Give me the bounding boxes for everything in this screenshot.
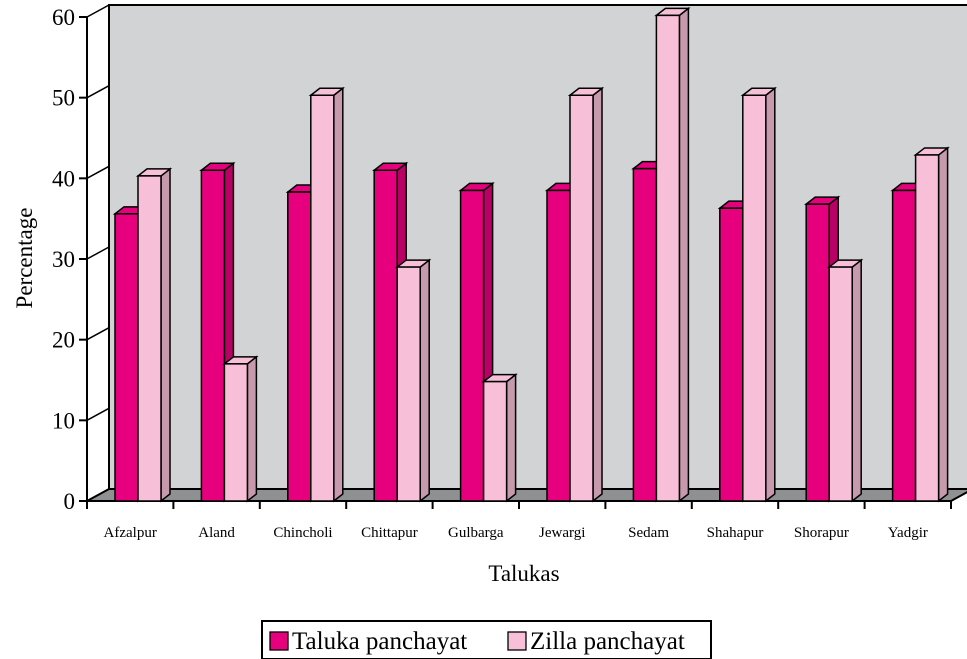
bar-side [678, 6, 690, 503]
legend-swatch-taluka [269, 631, 289, 651]
y-tick-depth [86, 165, 110, 179]
bar [135, 167, 173, 503]
bar [222, 355, 259, 503]
y-axis-ticks: 0 10 20 30 40 50 60 [52, 4, 110, 514]
bar-side [505, 373, 517, 503]
y-tick-depth [86, 488, 110, 502]
legend: Taluka panchayat Zilla panchayat [261, 620, 712, 659]
bar [827, 258, 864, 503]
x-tick-label: Chittapur [361, 525, 418, 541]
bar-front [719, 207, 744, 502]
bar-front [373, 169, 398, 502]
bar-side [937, 146, 949, 503]
bar-side [246, 355, 258, 503]
bar-side [333, 86, 344, 503]
y-tick-label: 30 [52, 247, 75, 272]
x-tick-label: Shahapur [707, 525, 764, 541]
y-tick-depth [86, 327, 110, 341]
y-tick-label: 0 [64, 489, 76, 514]
bar-side [160, 167, 171, 503]
bar [913, 146, 950, 503]
bar-front [828, 266, 853, 502]
y-tick-label: 60 [52, 5, 75, 30]
legend-swatch-zilla [507, 631, 527, 651]
bar-front [742, 94, 767, 502]
legend-label-taluka: Taluka panchayat [292, 628, 467, 655]
bar-side [592, 86, 603, 503]
y-tick-depth [86, 407, 110, 421]
x-tick-label: Afzalpur [104, 525, 157, 541]
bar [308, 86, 345, 503]
y-axis-title: Percentage [12, 208, 37, 309]
bar-front [914, 154, 940, 502]
bar-front [137, 175, 162, 502]
x-axis-ticks: Afzalpur Aland Chincholi Chittapur Gulbarga J… [86, 501, 952, 541]
bar [740, 86, 777, 503]
bar-front [396, 266, 421, 502]
bar-front [114, 213, 139, 502]
bar [395, 258, 432, 503]
x-tick-label: Shorapur [794, 525, 849, 541]
bar-side [765, 86, 776, 503]
bars-group [112, 6, 950, 503]
y-tick-depth [86, 85, 110, 99]
bar-front [287, 191, 312, 502]
y-tick-label: 20 [52, 328, 75, 353]
bar-front [655, 14, 681, 502]
bar [567, 86, 605, 503]
x-tick-label: Yadgir [888, 525, 928, 541]
bar-front [482, 380, 508, 502]
x-axis-title: Talukas [488, 561, 559, 586]
bar-front [459, 189, 485, 502]
y-tick-label: 50 [52, 86, 75, 111]
legend-box [261, 620, 712, 659]
bar-front [632, 167, 658, 502]
bar-front [569, 94, 594, 502]
bar-side [851, 258, 862, 503]
x-tick-label: Sedam [628, 525, 669, 541]
bar-front [805, 203, 830, 502]
y-tick-depth [86, 246, 110, 260]
y-tick-label: 40 [52, 166, 75, 191]
x-tick-label: Aland [198, 525, 235, 541]
bar-front [223, 363, 249, 502]
x-tick-label: Jewargi [539, 525, 585, 541]
bar [654, 6, 691, 503]
bar-side [419, 258, 430, 503]
x-tick-label: Chincholi [273, 525, 332, 541]
x-tick-label: Gulbarga [448, 525, 504, 541]
bar-front [310, 94, 335, 502]
bar-front [546, 189, 571, 502]
y-tick-label: 10 [52, 408, 75, 433]
bar-front [200, 169, 226, 502]
legend-label-zilla: Zilla panchayat [530, 628, 685, 655]
y-tick-depth [86, 4, 110, 18]
bar-front [891, 189, 917, 502]
bar [481, 373, 518, 503]
